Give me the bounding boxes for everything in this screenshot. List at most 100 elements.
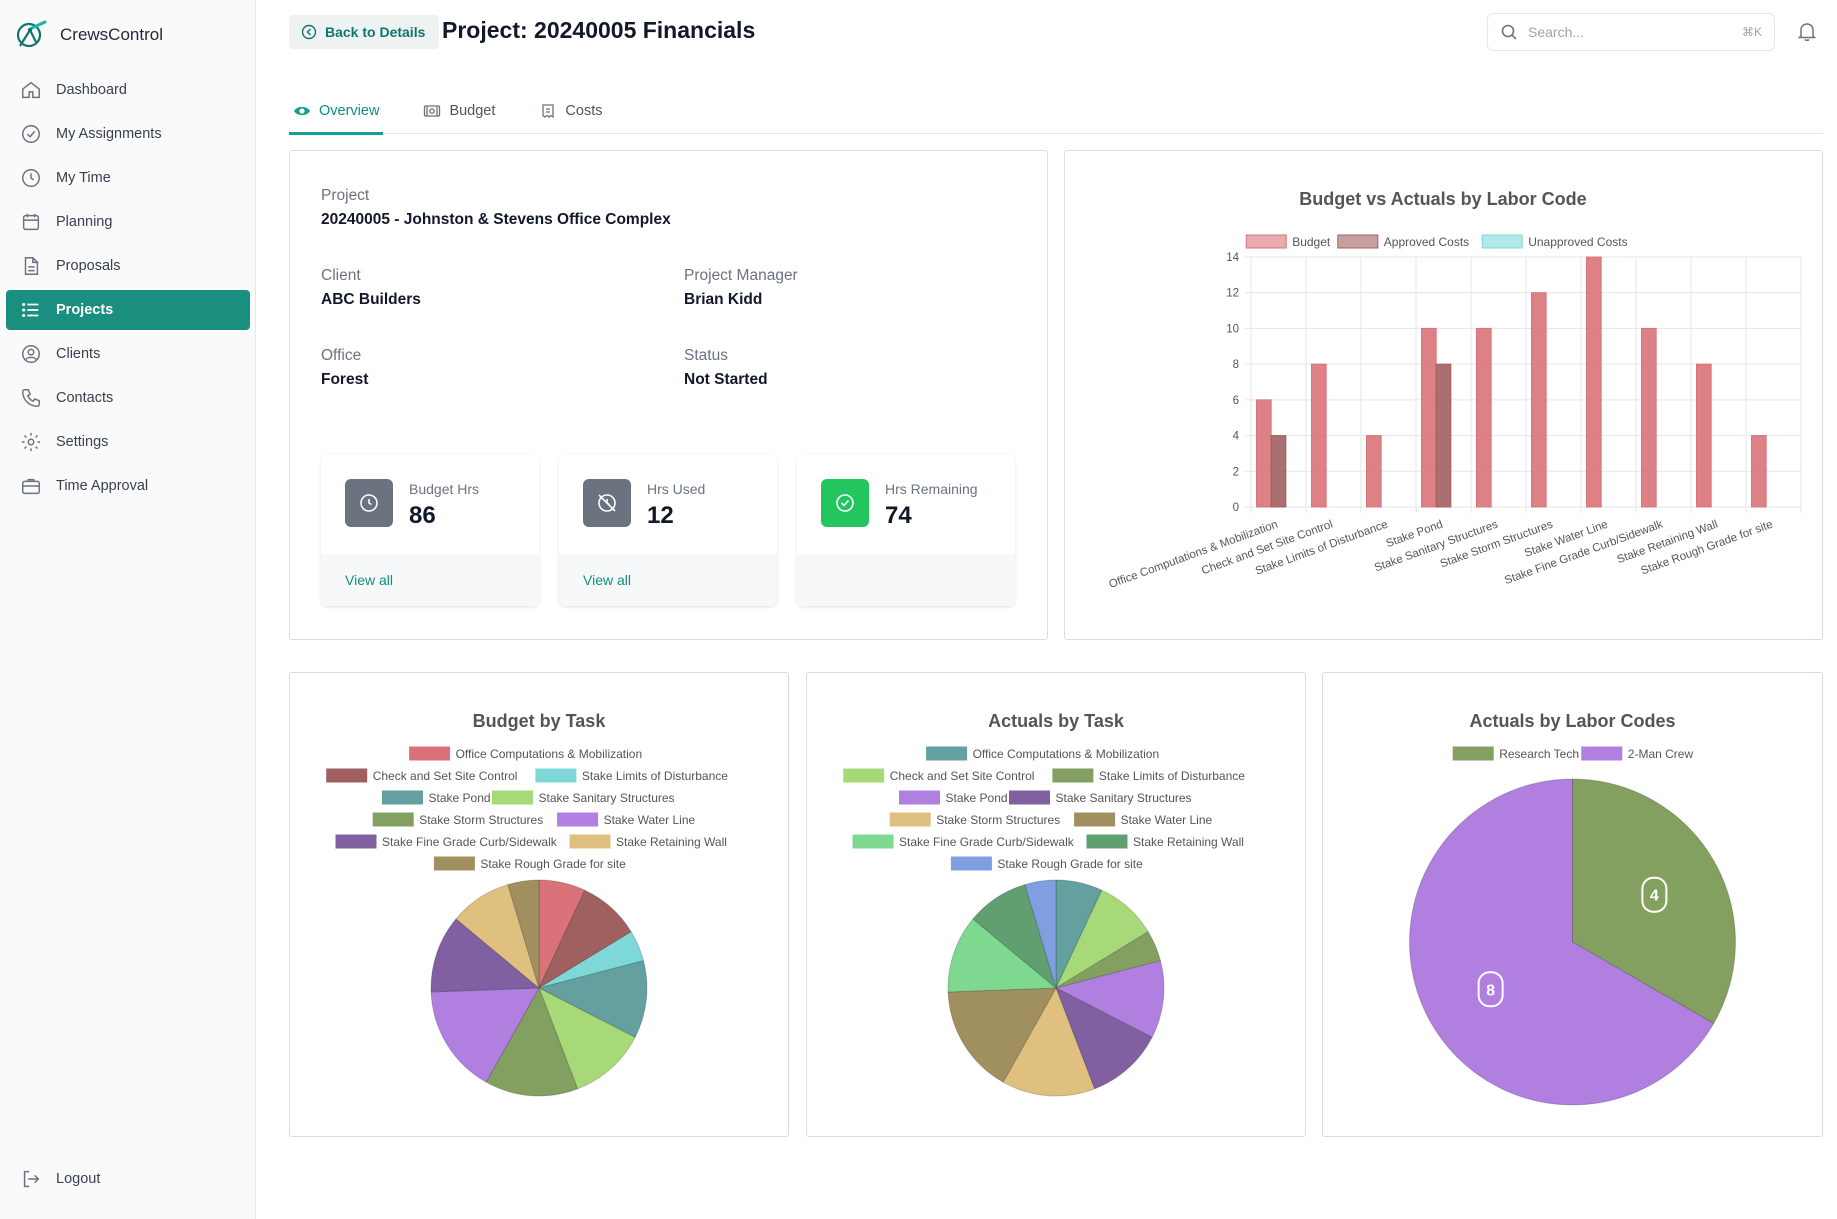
stat-icon-box xyxy=(345,479,393,527)
stat-value: 86 xyxy=(409,502,436,529)
pie-slice[interactable] xyxy=(538,931,645,989)
home-icon xyxy=(22,81,40,99)
tab-budget[interactable]: Budget xyxy=(419,88,499,134)
legend-swatch xyxy=(326,768,368,783)
legend-swatch xyxy=(569,834,611,849)
tab-bar: Overview Budget Costs xyxy=(289,88,1823,135)
pie-slice[interactable] xyxy=(1055,879,1103,989)
legend-label: Stake Rough Grade for site xyxy=(997,857,1143,871)
legend-swatch xyxy=(843,768,885,783)
sidebar-item-time-approval[interactable]: Time Approval xyxy=(6,466,250,506)
eye-icon xyxy=(294,106,310,116)
pie-slice[interactable] xyxy=(430,918,541,993)
legend-swatch xyxy=(335,834,377,849)
bar[interactable] xyxy=(1641,327,1657,508)
chart-title: Actuals by Labor Codes xyxy=(1469,711,1675,731)
phone-icon xyxy=(22,389,40,407)
legend-label: Stake Sanitary Structures xyxy=(539,791,675,805)
legend-swatch xyxy=(1481,234,1523,249)
bar[interactable] xyxy=(1366,435,1382,508)
pie-slice[interactable] xyxy=(1572,778,1736,1025)
legend-swatch xyxy=(1052,768,1094,783)
bar[interactable] xyxy=(1311,363,1327,508)
pie-slice[interactable] xyxy=(430,987,540,1083)
sidebar-item-projects[interactable]: Projects xyxy=(6,290,250,330)
sidebar-item-label: Settings xyxy=(56,434,109,450)
legend-swatch xyxy=(557,812,599,827)
sidebar-item-contacts[interactable]: Contacts xyxy=(6,378,250,418)
brand[interactable]: CrewsControl xyxy=(14,18,163,52)
legend-label: Stake Retaining Wall xyxy=(616,835,727,849)
y-tick-label: 2 xyxy=(1233,466,1239,478)
bar[interactable] xyxy=(1586,256,1602,508)
pie-slice[interactable] xyxy=(1024,879,1057,989)
pie-slice[interactable] xyxy=(537,889,632,990)
bar[interactable] xyxy=(1435,363,1452,508)
pie-slice[interactable] xyxy=(1055,931,1162,989)
sidebar-item-label: Clients xyxy=(56,346,101,362)
bar[interactable] xyxy=(1751,435,1767,508)
legend-label: Approved Costs xyxy=(1384,235,1469,249)
pie-slice[interactable] xyxy=(455,883,540,990)
y-tick-label: 14 xyxy=(1226,252,1239,264)
back-to-details-button[interactable]: Back to Details xyxy=(289,15,440,49)
sidebar: CrewsControl Dashboard My Assignments My… xyxy=(0,0,256,1219)
pie-slice[interactable] xyxy=(1409,778,1715,1106)
legend-label: Stake Pond xyxy=(429,791,491,805)
legend-swatch xyxy=(1074,812,1116,827)
legend-swatch xyxy=(492,790,533,805)
sidebar-item-my-time[interactable]: My Time xyxy=(6,158,250,198)
tab-costs[interactable]: Costs xyxy=(535,88,606,134)
pie-slice[interactable] xyxy=(1055,986,1153,1090)
search-placeholder: Search... xyxy=(1528,24,1585,40)
bar[interactable] xyxy=(1476,327,1492,508)
legend-label: Research Tech xyxy=(1499,747,1579,761)
pie-slice[interactable] xyxy=(538,986,636,1090)
budget-vs-actuals-chart: Budget vs Actuals by Labor Code Budget App… xyxy=(1107,189,1802,591)
legend-swatch xyxy=(535,768,577,783)
bar[interactable] xyxy=(1696,363,1712,508)
sidebar-item-dashboard[interactable]: Dashboard xyxy=(6,70,250,110)
pie-slice[interactable] xyxy=(1002,986,1096,1097)
data-label: 4 xyxy=(1650,888,1659,905)
pie-slice[interactable] xyxy=(537,960,648,1039)
sidebar-item-planning[interactable]: Planning xyxy=(6,202,250,242)
bar[interactable] xyxy=(1421,327,1437,508)
pie-slice[interactable] xyxy=(507,879,540,989)
sidebar-item-label: Dashboard xyxy=(56,82,127,98)
view-all-link[interactable]: View all xyxy=(559,554,777,606)
sidebar-item-proposals[interactable]: Proposals xyxy=(6,246,250,286)
bar[interactable] xyxy=(1256,399,1272,508)
legend-label: Stake Water Line xyxy=(1121,813,1213,827)
legend-swatch xyxy=(889,812,931,827)
pie-slice[interactable] xyxy=(485,986,579,1097)
bell-icon[interactable] xyxy=(1795,19,1819,43)
status-value: Not Started xyxy=(684,371,768,388)
legend-label: Stake Fine Grade Curb/Sidewalk xyxy=(899,835,1075,849)
money-icon xyxy=(424,105,441,117)
sidebar-item-my-assignments[interactable]: My Assignments xyxy=(6,114,250,154)
sidebar-item-clients[interactable]: Clients xyxy=(6,334,250,374)
bar[interactable] xyxy=(1531,292,1547,508)
stat-icon-box xyxy=(821,479,869,527)
pie-slice[interactable] xyxy=(1054,960,1165,1039)
sidebar-item-settings[interactable]: Settings xyxy=(6,422,250,462)
tab-overview[interactable]: Overview xyxy=(289,88,384,135)
actuals-by-labor-codes-chart: Actuals by Labor Codes Research Tech 2-Man… xyxy=(1409,711,1736,1106)
pie-slice[interactable] xyxy=(972,883,1057,990)
legend-swatch xyxy=(1581,746,1623,761)
view-all-link[interactable]: View all xyxy=(321,554,539,606)
pie-slice[interactable] xyxy=(947,987,1057,1083)
briefcase-icon xyxy=(22,478,40,495)
back-label: Back to Details xyxy=(325,24,426,40)
search-shortcut: ⌘K xyxy=(1741,25,1762,39)
search-input[interactable]: Search... ⌘K xyxy=(1487,13,1775,51)
brand-name: CrewsControl xyxy=(60,25,163,44)
project-label: Project xyxy=(321,187,370,204)
bar[interactable] xyxy=(1270,435,1287,508)
pie-slice[interactable] xyxy=(947,918,1058,993)
logout-button[interactable]: Logout xyxy=(20,1168,100,1190)
pie-slice[interactable] xyxy=(538,879,586,989)
stat-label: Hrs Used xyxy=(647,481,706,497)
pie-slice[interactable] xyxy=(1054,889,1149,990)
